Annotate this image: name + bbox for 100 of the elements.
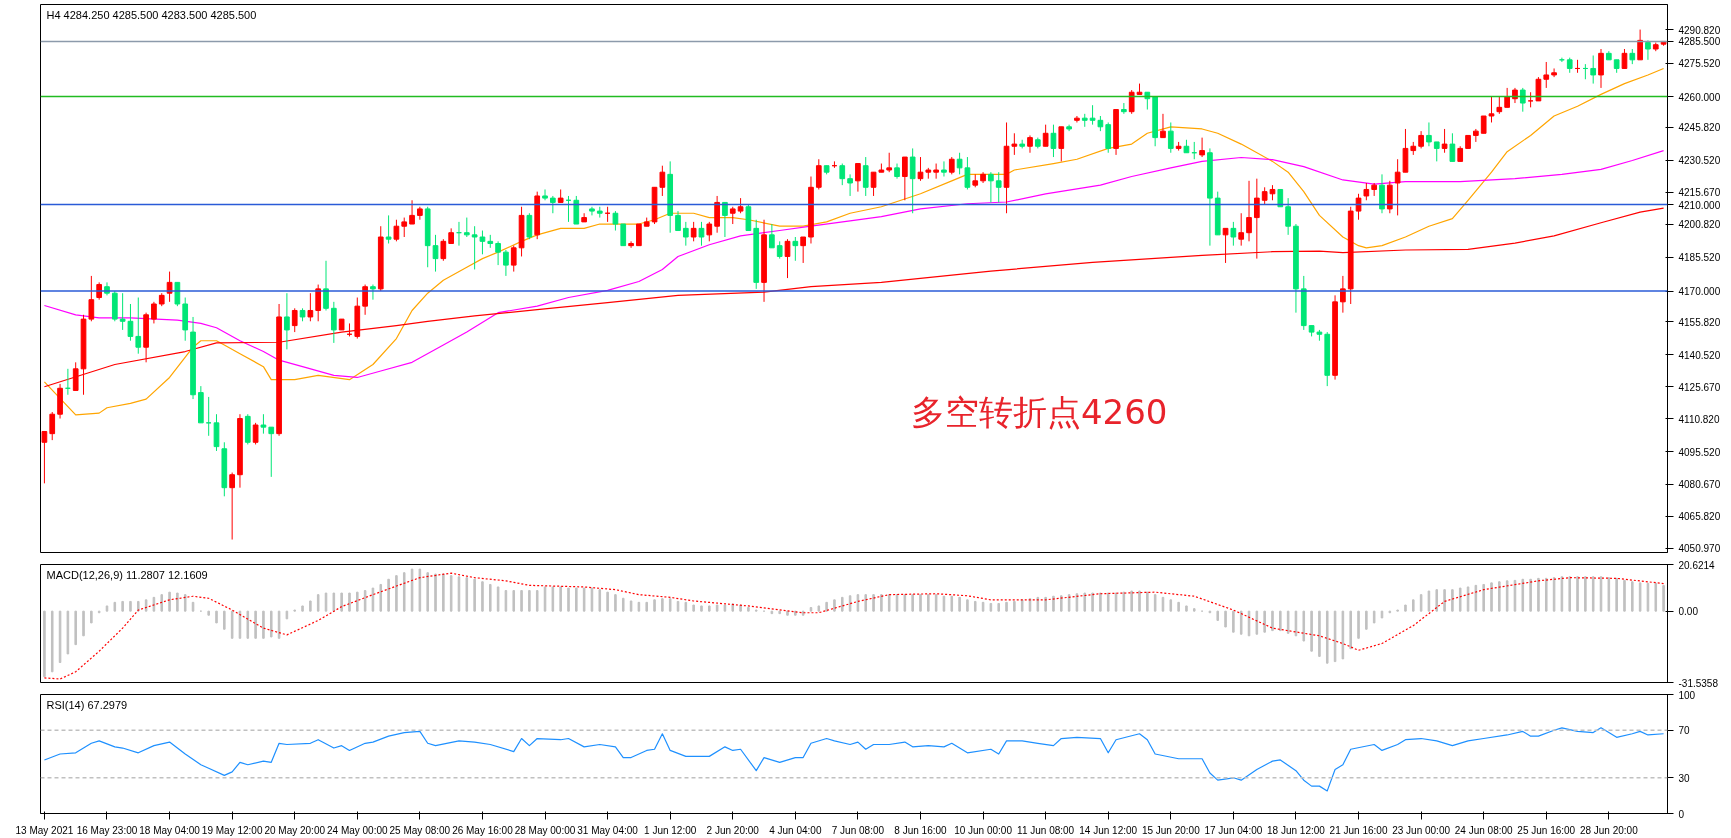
candlestick [291, 307, 298, 333]
y-tick-label: 4155.820 [1678, 316, 1721, 328]
candlestick [503, 249, 509, 277]
candlestick [917, 156, 924, 182]
y-tick-label: 4245.820 [1678, 122, 1721, 134]
candlestick [1089, 104, 1096, 126]
candlestick [1441, 128, 1448, 154]
candlestick [41, 430, 48, 484]
candlestick [49, 411, 56, 441]
candlestick [229, 472, 235, 541]
x-tick-label: 18 May 04:00 [139, 824, 201, 836]
candlestick [1426, 121, 1432, 147]
candlestick [307, 292, 314, 322]
candlestick [1621, 48, 1628, 69]
x-tick-label: 23 Jun 00:00 [1392, 824, 1451, 836]
candlestick [1473, 128, 1479, 143]
candlestick [1645, 39, 1651, 61]
candlestick [1042, 124, 1049, 147]
candlestick [855, 163, 861, 193]
x-tick-label: 20 May 20:00 [264, 824, 326, 836]
candlestick [1074, 115, 1080, 123]
x-tick-label: 25 Jun 16:00 [1517, 824, 1576, 836]
x-tick-label: 16 May 23:00 [76, 824, 138, 836]
candlestick [722, 201, 728, 238]
y-tick-label: 4050.970 [1678, 543, 1721, 555]
candlestick [839, 163, 846, 186]
x-tick-label: 24 May 00:00 [327, 824, 389, 836]
candlestick [964, 156, 971, 190]
candlestick [682, 221, 689, 247]
candlestick [1230, 221, 1237, 247]
x-tick-label: 24 Jun 08:00 [1454, 824, 1514, 836]
candlestick [1402, 128, 1409, 173]
x-tick-label: 14 Jun 12:00 [1079, 824, 1138, 836]
candlestick [1449, 132, 1456, 162]
candlestick [1027, 134, 1033, 154]
candlestick [362, 284, 368, 316]
candlestick [252, 422, 259, 445]
candlestick [909, 147, 916, 214]
candlestick [432, 234, 439, 273]
candlestick [542, 188, 548, 201]
candlestick [1504, 87, 1510, 108]
annotation: 多空转折点4260 [910, 391, 1168, 432]
x-tick-label: 13 May 2021 [15, 824, 74, 836]
candlestick [620, 223, 627, 247]
candlestick [706, 221, 713, 242]
ref-line-label: 4170.000 [1678, 286, 1721, 298]
candlestick [1394, 158, 1401, 216]
candlestick [792, 236, 799, 262]
x-tick-label: 1 Jun 12:00 [644, 824, 697, 836]
candlestick [933, 163, 939, 180]
x-tick-label: 18 Jun 12:00 [1267, 824, 1326, 836]
x-tick-label: 4 Jun 04:00 [769, 824, 822, 836]
candlestick [1222, 227, 1229, 264]
x-tick-label: 31 May 04:00 [577, 824, 639, 836]
candlestick [988, 171, 994, 203]
candlestick [315, 284, 322, 322]
candlestick [1199, 137, 1205, 158]
candlestick [628, 240, 634, 249]
candlestick [1058, 126, 1065, 162]
candlestick [526, 212, 533, 240]
y-tick-label: 4290.820 [1678, 24, 1721, 36]
candlestick [1433, 141, 1440, 162]
candlestick [135, 297, 142, 355]
candlestick [1238, 212, 1245, 247]
candlestick [1543, 61, 1550, 89]
x-tick-label: 25 May 08:00 [389, 824, 451, 836]
x-tick-label: 28 Jun 20:00 [1579, 824, 1639, 836]
candlestick [636, 223, 642, 247]
y-tick-label: 4200.820 [1678, 219, 1721, 231]
candlestick [1160, 113, 1166, 139]
candlestick [1355, 193, 1362, 221]
candlestick [1121, 102, 1127, 115]
x-tick-label: 2 Jun 20:00 [706, 824, 760, 836]
candlestick [260, 413, 267, 435]
x-tick-label: 7 Jun 08:00 [831, 824, 885, 836]
candlestick [902, 156, 908, 201]
y-tick-label: 4095.520 [1678, 446, 1721, 458]
candlestick [1050, 124, 1057, 158]
candlestick [612, 210, 619, 232]
candlestick [815, 158, 822, 190]
candlestick [401, 217, 408, 238]
y-tick-label: 4185.520 [1678, 252, 1721, 264]
candlestick [847, 173, 853, 197]
candlestick [284, 292, 290, 350]
candlestick [127, 303, 134, 342]
candlestick [769, 223, 775, 249]
x-tick-label: 26 May 16:00 [452, 824, 514, 836]
candlestick [1386, 180, 1393, 214]
line-series [43, 572, 1665, 680]
candlestick [573, 195, 580, 225]
y-tick-label: 0.00 [1678, 606, 1699, 618]
x-tick-label: 8 Jun 16:00 [894, 824, 948, 836]
y-tick-label: 4275.520 [1678, 58, 1721, 70]
x-tick-label: 10 Jun 00:00 [954, 824, 1013, 836]
candlestick [323, 260, 329, 311]
candlestick [784, 238, 791, 279]
x-tick-label: 11 Jun 08:00 [1017, 824, 1075, 836]
ref-line-label: 4285.500 [1678, 36, 1721, 48]
candlestick [745, 204, 752, 232]
candlestick [1535, 76, 1542, 102]
